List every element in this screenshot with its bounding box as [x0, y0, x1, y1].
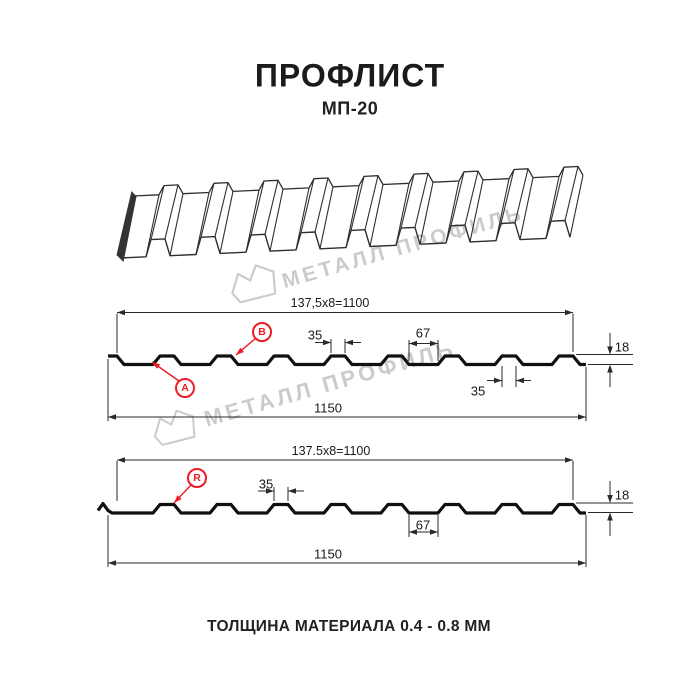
dim-label-valley-2: 67 [415, 517, 431, 533]
dim-label-module-width-1: 137,5x8=1100 [290, 296, 370, 310]
callout-badge-r: R [187, 468, 207, 488]
dim-label-total-width-2: 1150 [314, 546, 342, 562]
material-thickness-note: ТОЛЩИНА МАТЕРИАЛА 0.4 - 0.8 ММ [207, 618, 491, 635]
dim-label-rib-bottom-1: 35 [470, 383, 486, 399]
callout-badge-b: B [252, 322, 272, 342]
callout-badge-a: A [175, 378, 195, 398]
dim-label-total-width-1: 1150 [314, 400, 342, 416]
profile-model-name: МП-20 [321, 98, 379, 119]
dim-label-rib-top-2: 35 [258, 476, 274, 492]
dim-label-module-width-2: 137.5x8=1100 [291, 444, 371, 458]
profile-cross-section-top [107, 309, 633, 421]
profile-cross-section-bottom [96, 457, 633, 567]
dim-label-rib-top-1: 35 [307, 327, 323, 343]
dim-label-height-2: 18 [614, 487, 630, 503]
brand-logo-icon [231, 264, 277, 304]
dim-label-height-1: 18 [614, 339, 630, 355]
dim-label-valley-1: 67 [415, 325, 431, 341]
watermark-text: МЕТАЛЛ ПРОФИЛЬ [279, 202, 526, 293]
brand-logo-icon [153, 409, 196, 446]
page-title: ПРОФЛИСТ [254, 57, 446, 94]
profile-sheet-3d-view [116, 165, 584, 262]
callout-leader-lines [151, 337, 257, 504]
